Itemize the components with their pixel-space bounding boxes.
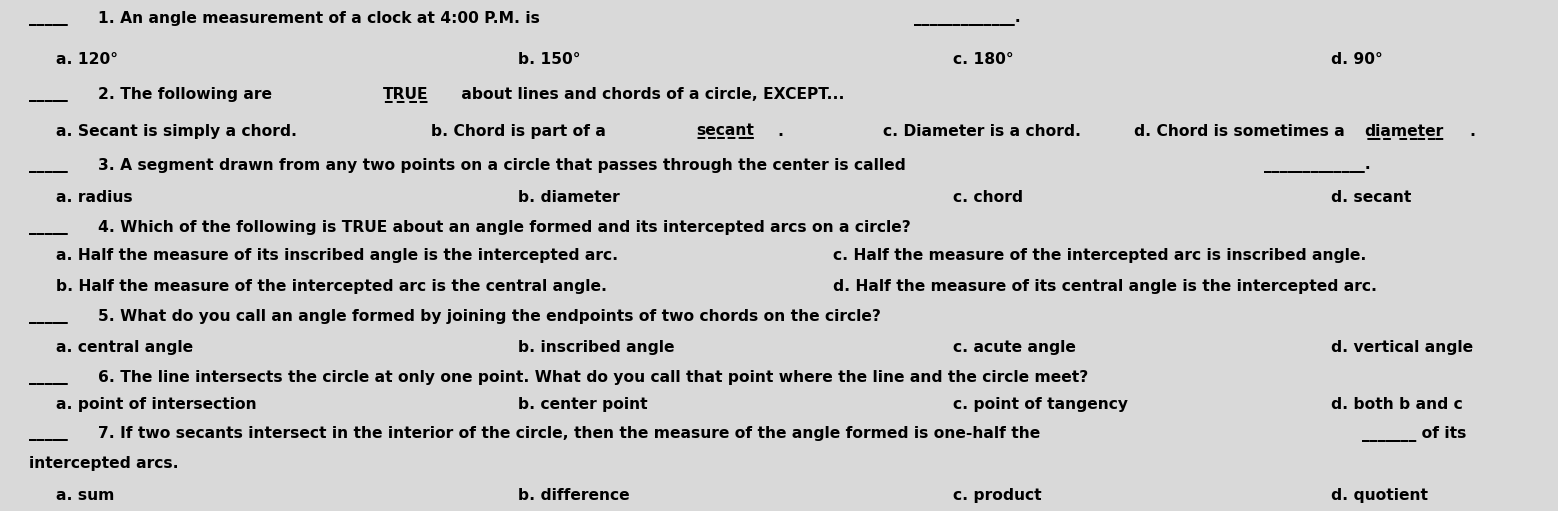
Text: _____: _____ xyxy=(30,369,69,385)
Text: d̲i̲a̲m̲e̲t̲e̲r̲: d̲i̲a̲m̲e̲t̲e̲r̲ xyxy=(1363,124,1443,140)
Text: d. Half the measure of its central angle is the intercepted arc.: d. Half the measure of its central angle… xyxy=(834,279,1377,294)
Text: b. inscribed angle: b. inscribed angle xyxy=(517,340,675,355)
Text: b. Half the measure of the intercepted arc is the central angle.: b. Half the measure of the intercepted a… xyxy=(56,279,606,294)
Text: _____________.: _____________. xyxy=(915,11,1020,26)
Text: a. Secant is simply a chord.: a. Secant is simply a chord. xyxy=(56,124,298,139)
Text: _____: _____ xyxy=(30,158,69,173)
Text: a. Half the measure of its inscribed angle is the intercepted arc.: a. Half the measure of its inscribed ang… xyxy=(56,248,619,263)
Text: a. central angle: a. central angle xyxy=(56,340,193,355)
Text: d. vertical angle: d. vertical angle xyxy=(1331,340,1474,355)
Text: 1. An angle measurement of a clock at 4:00 P.M. is: 1. An angle measurement of a clock at 4:… xyxy=(98,11,539,26)
Text: c. Half the measure of the intercepted arc is inscribed angle.: c. Half the measure of the intercepted a… xyxy=(834,248,1366,263)
Text: s̲e̲c̲a̲n̲t̲: s̲e̲c̲a̲n̲t̲ xyxy=(696,124,754,140)
Text: _____: _____ xyxy=(30,220,69,236)
Text: b. 150°: b. 150° xyxy=(517,52,580,66)
Text: 2. The following are: 2. The following are xyxy=(98,87,277,102)
Text: d. 90°: d. 90° xyxy=(1331,52,1384,66)
Text: c. acute angle: c. acute angle xyxy=(953,340,1077,355)
Text: intercepted arcs.: intercepted arcs. xyxy=(30,456,179,471)
Text: c. product: c. product xyxy=(953,487,1042,503)
Text: T̲R̲U̲E̲: T̲R̲U̲E̲ xyxy=(382,87,428,103)
Text: d. secant: d. secant xyxy=(1331,190,1412,205)
Text: 4. Which of the following is TRUE about an angle formed and its intercepted arcs: 4. Which of the following is TRUE about … xyxy=(98,220,910,236)
Text: 5. What do you call an angle formed by joining the endpoints of two chords on th: 5. What do you call an angle formed by j… xyxy=(98,309,880,324)
Text: b. Chord is part of a: b. Chord is part of a xyxy=(430,124,611,139)
Text: .: . xyxy=(777,124,784,139)
Text: 3. A segment drawn from any two points on a circle that passes through the cente: 3. A segment drawn from any two points o… xyxy=(98,158,905,173)
Text: a. radius: a. radius xyxy=(56,190,132,205)
Text: c. chord: c. chord xyxy=(953,190,1024,205)
Text: _____________.: _____________. xyxy=(1264,158,1371,173)
Text: _____: _____ xyxy=(30,309,69,324)
Text: c. 180°: c. 180° xyxy=(953,52,1014,66)
Text: .: . xyxy=(1469,124,1475,139)
Text: about lines and chords of a circle, EXCEPT...: about lines and chords of a circle, EXCE… xyxy=(455,87,844,102)
Text: a. point of intersection: a. point of intersection xyxy=(56,397,257,412)
Text: 7. If two secants intersect in the interior of the circle, then the measure of t: 7. If two secants intersect in the inter… xyxy=(98,427,1041,442)
Text: d. both b and c: d. both b and c xyxy=(1331,397,1463,412)
Text: a. 120°: a. 120° xyxy=(56,52,118,66)
Text: _____: _____ xyxy=(30,11,69,26)
Text: _____: _____ xyxy=(30,87,69,102)
Text: d. Chord is sometimes a: d. Chord is sometimes a xyxy=(1134,124,1349,139)
Text: b. diameter: b. diameter xyxy=(517,190,620,205)
Text: d. quotient: d. quotient xyxy=(1331,487,1429,503)
Text: c. point of tangency: c. point of tangency xyxy=(953,397,1128,412)
Text: 6. The line intersects the circle at only one point. What do you call that point: 6. The line intersects the circle at onl… xyxy=(98,369,1087,385)
Text: b. center point: b. center point xyxy=(517,397,647,412)
Text: _____: _____ xyxy=(30,427,69,442)
Text: _______ of its: _______ of its xyxy=(1362,427,1466,443)
Text: b. difference: b. difference xyxy=(517,487,629,503)
Text: a. sum: a. sum xyxy=(56,487,114,503)
Text: c. Diameter is a chord.: c. Diameter is a chord. xyxy=(883,124,1081,139)
